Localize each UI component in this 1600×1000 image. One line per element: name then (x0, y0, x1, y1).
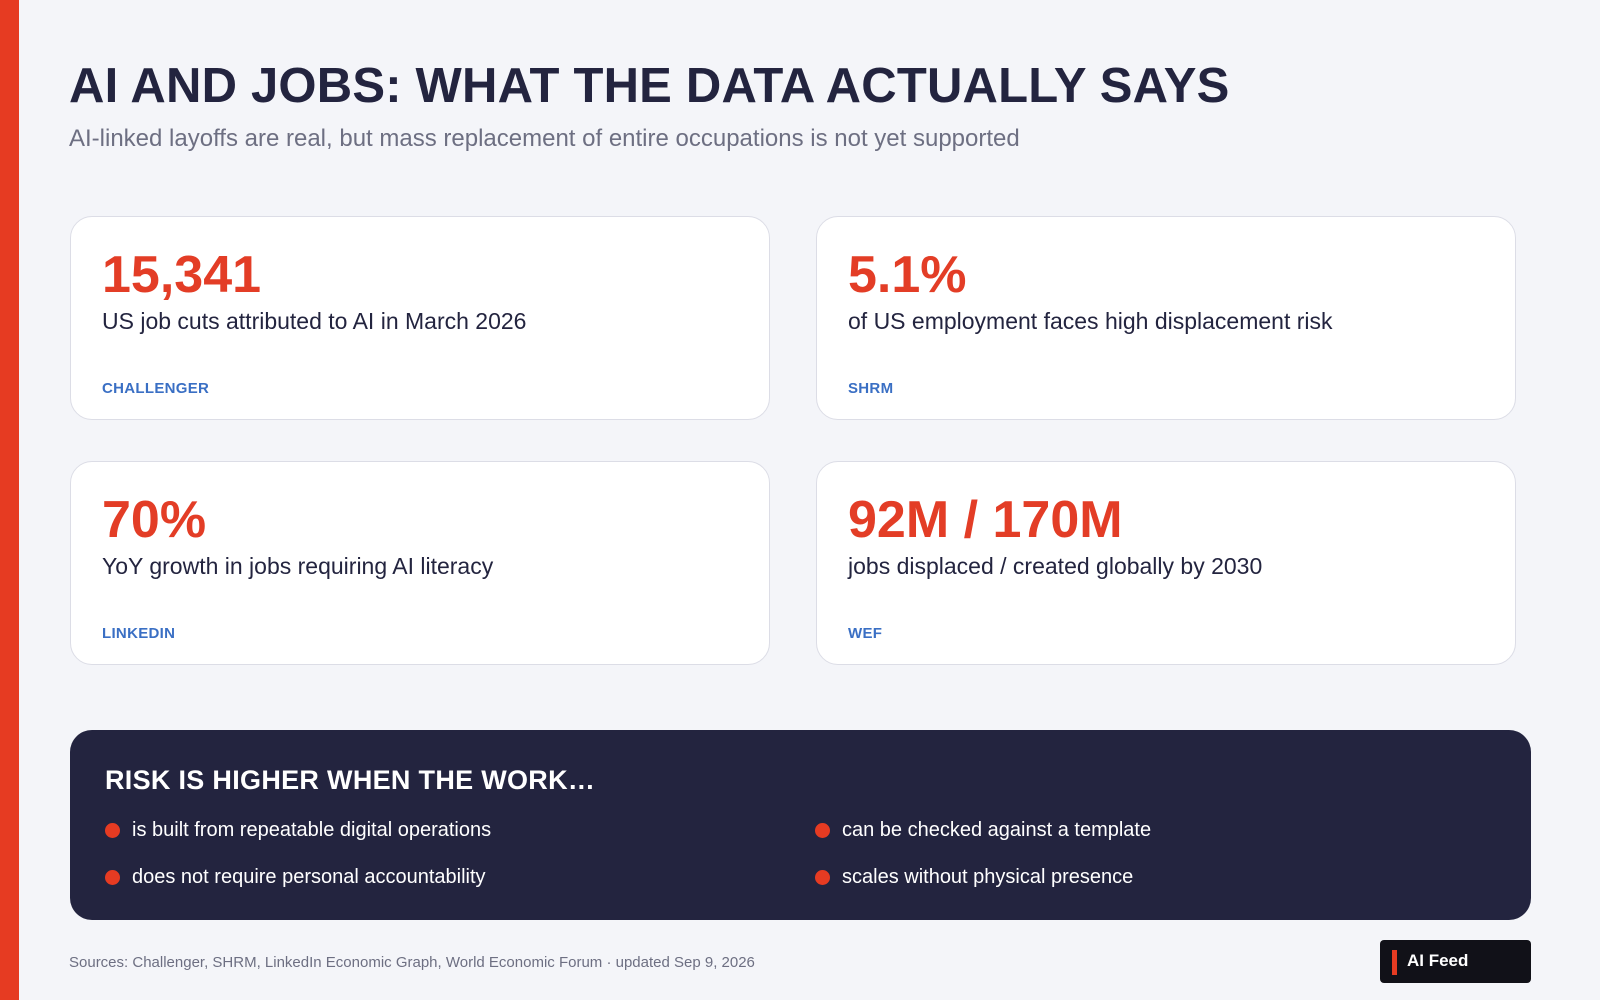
risk-item-text: scales without physical presence (842, 865, 1134, 888)
feed-mark-icon (1392, 950, 1397, 975)
stat-source: SHRM (848, 380, 894, 397)
bullet-dot-icon (815, 822, 830, 838)
page-title: AI AND JOBS: WHAT THE DATA ACTUALLY SAYS (69, 59, 1230, 113)
risk-list: is built from repeatable digital operati… (105, 818, 1525, 908)
risk-title: RISK IS HIGHER WHEN THE WORK… (105, 765, 596, 795)
stat-value: 92M / 170M (848, 491, 1123, 549)
stat-value: 70% (102, 491, 207, 549)
ai-feed-badge: AI Feed (1380, 940, 1531, 983)
stat-card-linkedin: 70% YoY growth in jobs requiring AI lite… (70, 461, 770, 665)
stat-description: jobs displaced / created globally by 203… (848, 553, 1263, 579)
stat-source: LINKEDIN (102, 625, 176, 642)
bullet-dot-icon (105, 822, 120, 838)
bullet-dot-icon (105, 869, 120, 885)
stat-value: 5.1% (848, 246, 967, 304)
stat-source: WEF (848, 625, 883, 642)
risk-item: can be checked against a template (815, 818, 1525, 842)
page-subtitle: AI-linked layoffs are real, but mass rep… (69, 125, 1020, 152)
stat-description: of US employment faces high displacement… (848, 308, 1333, 334)
risk-item-text: is built from repeatable digital operati… (132, 818, 492, 841)
accent-bar (0, 0, 19, 1000)
risk-item-text: does not require personal accountability (132, 865, 486, 888)
footer-sources: Sources: Challenger, SHRM, LinkedIn Econ… (69, 954, 755, 971)
feed-badge-label: AI Feed (1407, 951, 1469, 970)
risk-item: is built from repeatable digital operati… (105, 818, 815, 842)
stat-card-shrm: 5.1% of US employment faces high displac… (816, 216, 1516, 420)
stat-description: US job cuts attributed to AI in March 20… (102, 308, 527, 334)
risk-item-text: can be checked against a template (842, 818, 1152, 841)
stat-card-challenger: 15,341 US job cuts attributed to AI in M… (70, 216, 770, 420)
stat-source: CHALLENGER (102, 380, 210, 397)
stat-value: 15,341 (102, 246, 262, 304)
risk-item: scales without physical presence (815, 865, 1525, 889)
stat-description: YoY growth in jobs requiring AI literacy (102, 553, 494, 579)
risk-item: does not require personal accountability (105, 865, 815, 889)
stat-card-wef: 92M / 170M jobs displaced / created glob… (816, 461, 1516, 665)
bullet-dot-icon (815, 869, 830, 885)
risk-panel: RISK IS HIGHER WHEN THE WORK… is built f… (70, 730, 1531, 920)
